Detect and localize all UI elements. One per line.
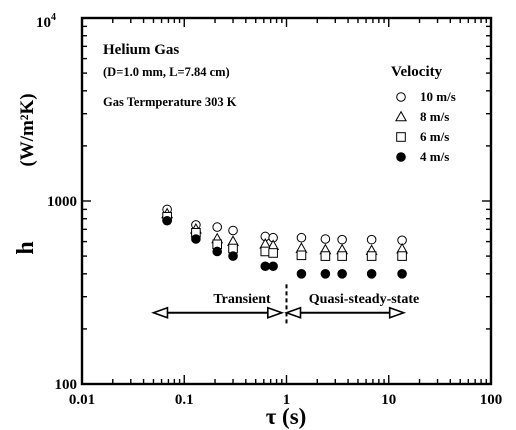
legend-marker <box>396 132 406 142</box>
x-tick-label: 10 <box>381 392 396 408</box>
annotation-temperature: Gas Termperature 303 K <box>103 95 237 109</box>
legend-label: 4 m/s <box>420 149 449 164</box>
x-tick-label: 0.01 <box>69 392 95 408</box>
data-point <box>296 232 307 243</box>
x-tick-label: 1 <box>283 392 291 408</box>
legend-marker <box>396 152 406 162</box>
data-point <box>397 269 407 279</box>
data-point <box>366 251 377 261</box>
data-point <box>337 269 347 279</box>
data-point <box>366 234 377 245</box>
legend-label: 10 m/s <box>420 89 456 104</box>
legend-label: 6 m/s <box>420 129 449 144</box>
annotation-dimensions: (D=1.0 mm, L=7.84 cm) <box>103 65 230 79</box>
y-axis-label: h <box>13 241 39 254</box>
quasi-steady-label: Quasi-steady-state <box>309 292 419 307</box>
data-point <box>212 246 222 257</box>
y-tick-label: 1000 <box>47 194 77 210</box>
data-point <box>260 261 271 272</box>
transient-arrow-left <box>151 306 169 319</box>
data-point <box>212 222 222 232</box>
quasi-arrow-right <box>388 306 407 319</box>
data-point <box>228 251 238 261</box>
data-point <box>296 269 307 279</box>
data-point <box>191 234 201 244</box>
data-point <box>320 234 331 244</box>
legend-marker <box>395 110 407 122</box>
data-points <box>161 204 409 279</box>
x-axis-label: τ (s) <box>266 404 307 429</box>
x-tick-label: 100 <box>480 392 503 408</box>
data-point <box>228 225 238 236</box>
data-point <box>268 248 278 258</box>
x-tick-label: 0.1 <box>175 392 194 408</box>
y-top-tick-label: 104 <box>36 12 56 31</box>
data-point <box>337 234 347 245</box>
data-point <box>162 215 172 226</box>
y-axis-unit: (W/m²K) <box>17 93 38 166</box>
axis-ticks <box>82 18 491 384</box>
data-point <box>320 251 331 261</box>
data-point <box>337 251 347 261</box>
quasi-arrow-left <box>284 306 302 319</box>
legend-label: 8 m/s <box>420 109 449 124</box>
data-point <box>296 250 307 261</box>
data-point <box>366 269 377 279</box>
transient-arrow-right <box>267 306 285 319</box>
legend-title: Velocity <box>391 64 443 80</box>
data-point <box>268 261 278 272</box>
data-point <box>320 269 331 279</box>
legend: 10 m/s 8 m/s 6 m/s 4 m/s <box>395 89 456 164</box>
annotation-title: Helium Gas <box>103 42 179 58</box>
axis-tick-labels: 0.01 0.1 1 10 100 100 1000 <box>47 194 502 408</box>
transient-label: Transient <box>213 292 271 307</box>
legend-marker <box>396 92 406 102</box>
data-point <box>397 251 407 261</box>
data-point <box>260 246 271 257</box>
regions <box>151 284 407 326</box>
y-tick-label: 100 <box>55 377 78 393</box>
